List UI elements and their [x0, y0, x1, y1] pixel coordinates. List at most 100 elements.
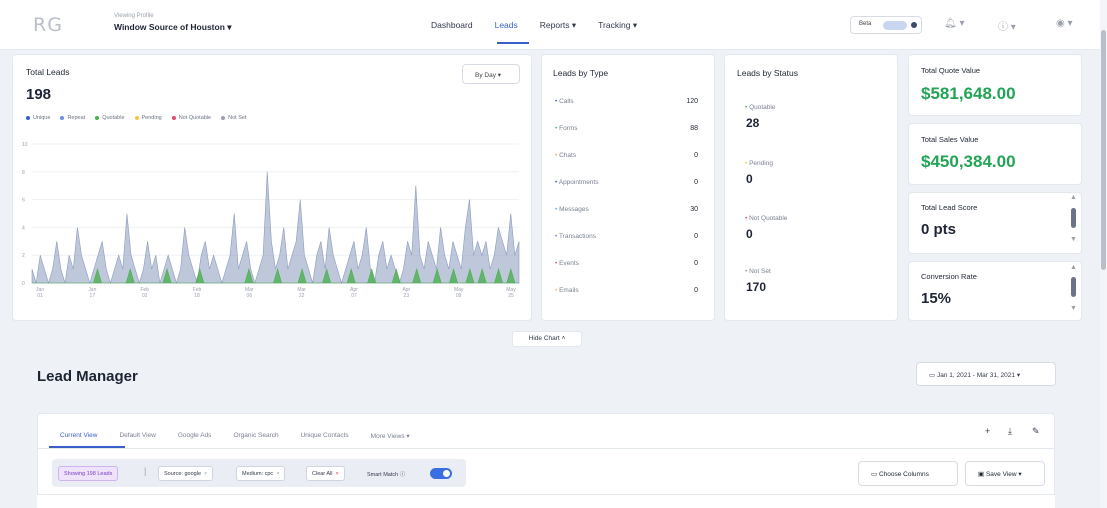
scroll-up-icon[interactable]: ▲ [1070, 194, 1077, 201]
leads-by-type-card [541, 54, 715, 321]
save-view-button[interactable]: ▣ Save View ▾ [965, 461, 1045, 486]
legend-dot [26, 115, 30, 120]
nav-tracking[interactable]: Tracking ▾ [598, 20, 638, 30]
legend-item[interactable]: Quotable [95, 115, 125, 121]
tab-unique-contacts[interactable]: Unique Contacts [300, 432, 349, 439]
status-value: 28 [746, 116, 760, 130]
leads-by-status-title: Leads by Status [737, 68, 798, 78]
active-tab-indicator [49, 446, 125, 448]
scrollbar-thumb[interactable] [1071, 277, 1076, 297]
scrollbar-thumb[interactable] [1071, 208, 1076, 228]
x-tick-label: 09 [456, 293, 462, 299]
choose-columns-button[interactable]: ▭ Choose Columns [858, 461, 958, 486]
tab-divider [37, 448, 1055, 449]
tab-more-views-label: More Views [370, 433, 405, 440]
lead-score-title: Total Lead Score [921, 203, 978, 212]
x-tick-label: Apr [402, 287, 410, 293]
close-icon[interactable]: × [204, 471, 208, 477]
conversion-rate-card [908, 261, 1082, 321]
type-value: 120 [686, 98, 698, 105]
bullet-icon: • [555, 125, 558, 132]
date-range-picker[interactable]: ▭ Jan 1, 2021 - Mar 31, 2021 ▾ [916, 362, 1056, 386]
bullet-icon: • [555, 233, 558, 240]
top-bar: RG Viewing Profile Window Source of Hous… [0, 0, 1100, 50]
chevron-up-icon: ˄ [561, 335, 566, 342]
conversion-rate-title: Conversion Rate [921, 272, 977, 281]
info-icon[interactable]: ⓘ [399, 472, 406, 478]
tab-organic-search[interactable]: Organic Search [233, 432, 279, 439]
x-tick-label: 25 [508, 293, 514, 299]
add-icon[interactable]: + [985, 426, 991, 436]
type-label: • Calls [555, 98, 574, 105]
legend-item[interactable]: Not Quotable [171, 115, 211, 121]
smart-match-label-wrap: Smart Match ⓘ [362, 466, 410, 481]
scroll-down-icon[interactable]: ▼ [1070, 305, 1077, 312]
close-icon[interactable]: × [335, 471, 339, 477]
range-dropdown[interactable]: By Day ▾ [462, 64, 520, 84]
x-tick-label: 22 [299, 293, 305, 299]
y-tick-label: 4 [22, 225, 25, 231]
type-value: 88 [690, 125, 698, 132]
legend-item[interactable]: Repeat [60, 115, 85, 121]
nav-leads[interactable]: Leads [494, 20, 518, 30]
scroll-down-icon[interactable]: ▼ [1070, 236, 1077, 243]
nav-dashboard[interactable]: Dashboard [431, 20, 473, 30]
user-avatar-icon[interactable]: ◉ ▾ [1056, 18, 1073, 29]
hide-chart-button[interactable]: Hide Chart ˄ [512, 331, 582, 347]
logo[interactable]: RG [33, 14, 63, 36]
showing-count-chip: Showing 198 Leads [58, 466, 119, 481]
status-value: 170 [746, 280, 767, 294]
bell-icon[interactable]: 🔔︎ ▾ [944, 18, 965, 29]
tab-current-view[interactable]: Current View [60, 432, 98, 439]
type-value: 0 [694, 287, 698, 294]
x-tick-label: May [454, 287, 464, 293]
columns-icon: ▭ [871, 471, 878, 478]
save-view-label: Save View [985, 471, 1017, 478]
page-scrollbar-thumb[interactable] [1101, 30, 1106, 270]
source-filter-chip[interactable]: Source: google × [158, 466, 214, 481]
type-label: • Transactions [555, 233, 596, 240]
profile-label: Viewing Profile [114, 13, 154, 19]
x-tick-label: Jan [88, 287, 96, 293]
tab-default-view[interactable]: Default View [119, 432, 156, 439]
view-tabs: Current View Default View Google Ads Org… [60, 432, 432, 440]
x-tick-label: Apr [350, 287, 358, 293]
source-filter-label: Source: google [164, 471, 201, 477]
tab-google-ads[interactable]: Google Ads [177, 432, 212, 439]
x-tick-label: 07 [351, 293, 357, 299]
nav-active-indicator [497, 42, 529, 44]
legend-label: Quotable [102, 115, 125, 121]
tab-more-views[interactable]: More Views ▾ [370, 433, 410, 440]
medium-filter-chip[interactable]: Medium: cpc × [236, 466, 286, 481]
x-tick-label: 18 [194, 293, 200, 299]
clear-all-chip[interactable]: Clear All × [306, 466, 345, 481]
y-tick-label: 10 [22, 142, 28, 148]
beta-toggle[interactable]: Beta [850, 16, 922, 34]
download-icon[interactable]: ⤓ [1008, 426, 1012, 436]
profile-name: Window Source of Houston [114, 22, 225, 32]
nav-reports-label: Reports [539, 20, 570, 30]
smart-match-label: Smart Match [367, 472, 399, 478]
lead-manager-title: Lead Manager [37, 368, 138, 385]
status-label: • Quotable [745, 104, 776, 111]
sales-value-title: Total Sales Value [921, 135, 979, 144]
help-icon[interactable]: ⓘ ▾ [998, 22, 1016, 33]
edit-icon[interactable]: ✎ [1032, 426, 1040, 436]
nav-reports[interactable]: Reports ▾ [539, 20, 577, 30]
legend-item[interactable]: Unique [26, 115, 50, 121]
clear-all-label: Clear All [312, 471, 333, 477]
close-icon[interactable]: × [276, 471, 280, 477]
smart-match-toggle[interactable] [430, 468, 452, 479]
chevron-down-icon: ▾ [227, 22, 232, 32]
bullet-icon: • [745, 215, 748, 222]
profile-selector[interactable]: Viewing Profile Window Source of Houston… [114, 13, 232, 33]
legend-item[interactable]: Not Set [221, 115, 246, 121]
scroll-up-icon[interactable]: ▲ [1070, 264, 1077, 271]
toggle-track [883, 21, 907, 30]
save-icon: ▣ [978, 471, 985, 478]
bullet-icon: • [555, 287, 558, 294]
type-label: • Chats [555, 152, 577, 159]
lead-score-value: 0 pts [921, 221, 957, 238]
legend-item[interactable]: Pending [134, 115, 162, 121]
main-nav: Dashboard Leads Reports ▾ Tracking ▾ [431, 20, 659, 31]
